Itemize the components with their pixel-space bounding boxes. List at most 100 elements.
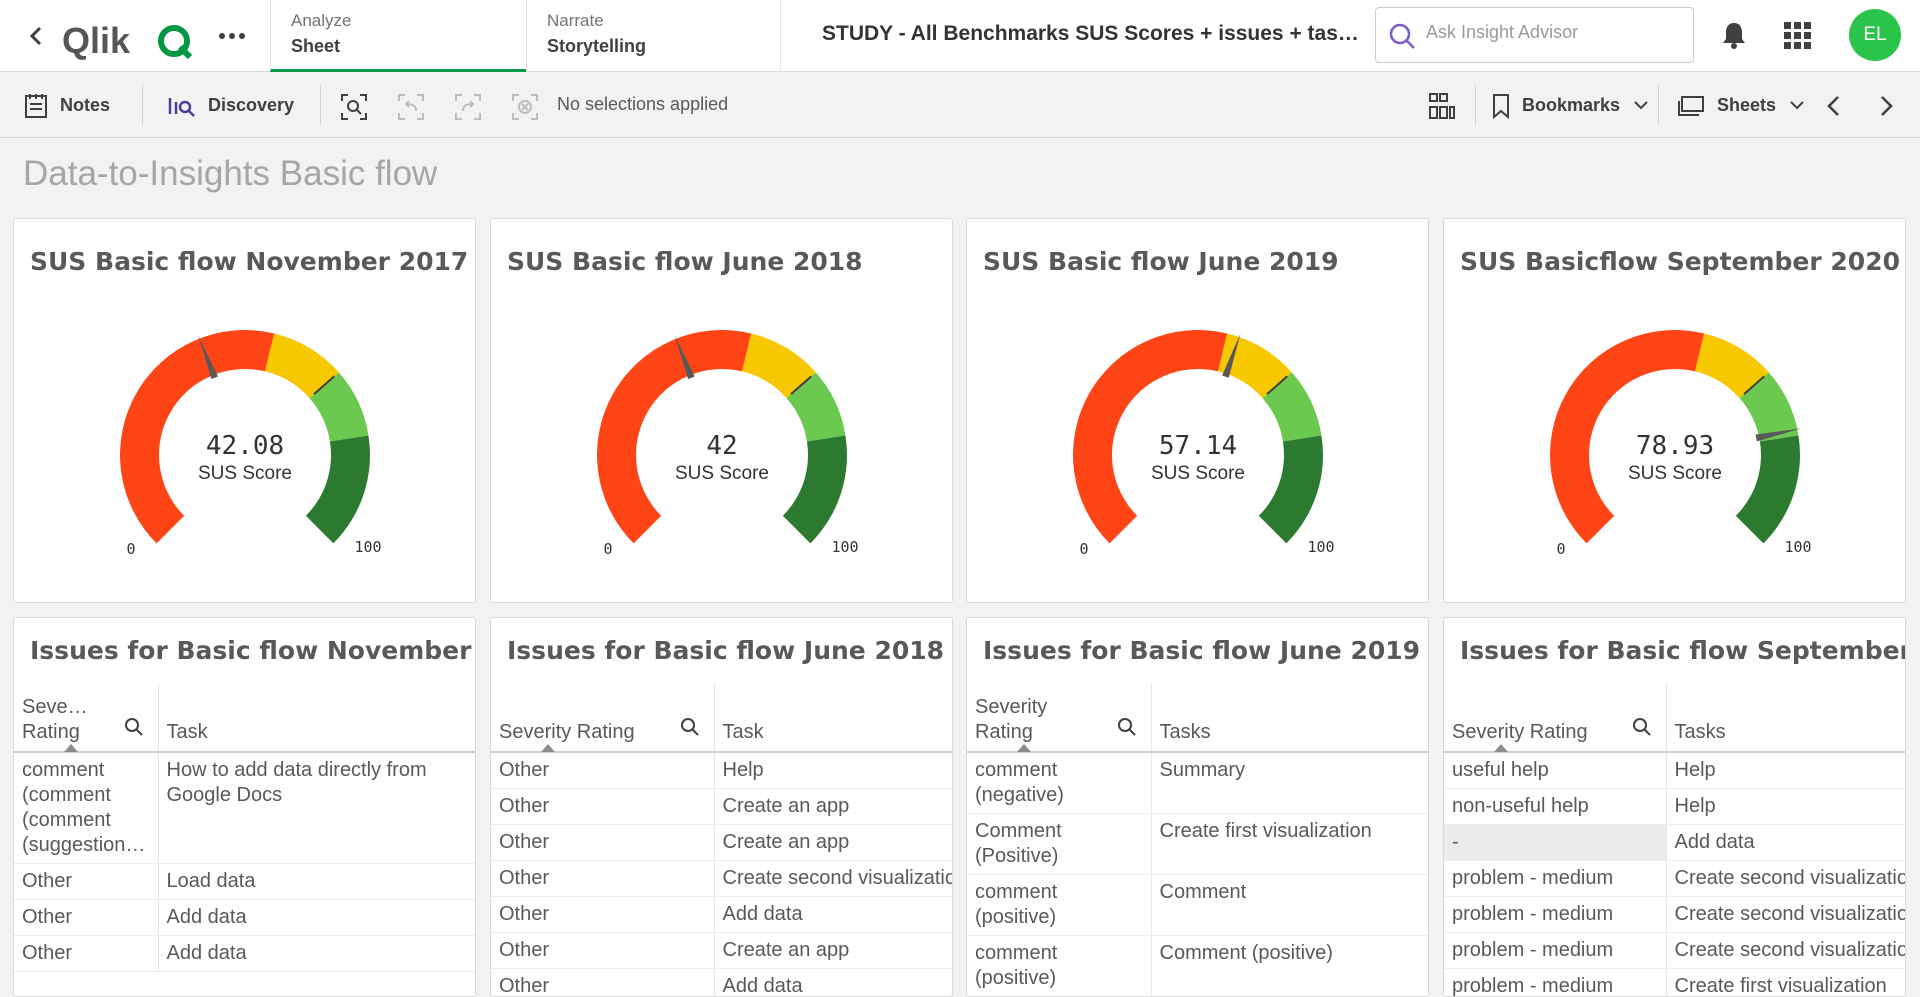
qlik-logo[interactable]: Qlik bbox=[62, 22, 194, 60]
sheet-grid-icon[interactable] bbox=[1428, 92, 1456, 120]
column-header-task[interactable]: Task bbox=[714, 684, 953, 752]
cell-severity[interactable]: Other bbox=[14, 864, 158, 900]
cell-task[interactable]: Create an app bbox=[714, 825, 953, 861]
table-row[interactable]: -Add data bbox=[1444, 825, 1906, 861]
cell-task[interactable]: How to add data directly from Google Doc… bbox=[158, 752, 476, 864]
cell-severity[interactable]: comment (comment (comment (suggestion… bbox=[14, 752, 158, 864]
sheets-button[interactable]: Sheets bbox=[1677, 73, 1804, 138]
cell-task[interactable]: Create second visualization bbox=[1666, 861, 1906, 897]
cell-severity[interactable]: Other bbox=[491, 861, 714, 897]
column-header-severity[interactable]: Severity Rating bbox=[491, 684, 714, 752]
column-header-task[interactable]: Task bbox=[158, 684, 476, 752]
next-sheet-icon[interactable] bbox=[1878, 95, 1894, 117]
cell-task[interactable]: Help bbox=[1666, 752, 1906, 789]
insight-advisor-search[interactable] bbox=[1375, 7, 1694, 63]
cell-task[interactable]: Create second visualization bbox=[714, 861, 953, 897]
notifications-bell-icon[interactable] bbox=[1720, 20, 1748, 50]
cell-severity[interactable]: problem - medium bbox=[1444, 933, 1666, 969]
column-header-task[interactable]: Tasks bbox=[1666, 684, 1906, 752]
cell-task[interactable]: Create first visualization bbox=[1151, 814, 1429, 875]
more-options-icon[interactable] bbox=[215, 24, 249, 48]
search-input[interactable] bbox=[1426, 22, 1676, 43]
cell-severity[interactable]: Comment (Positive) bbox=[967, 814, 1151, 875]
smart-search-icon[interactable] bbox=[340, 93, 368, 121]
apps-grid-icon[interactable] bbox=[1784, 22, 1812, 50]
cell-task[interactable]: Add data bbox=[158, 900, 476, 936]
notes-button[interactable]: Notes bbox=[24, 73, 110, 138]
tab-analyze-sheet[interactable]: Analyze Sheet bbox=[270, 0, 526, 72]
table-row[interactable]: comment (positive)Comment (positive) bbox=[967, 936, 1429, 997]
column-search-icon[interactable] bbox=[680, 717, 700, 737]
column-header-severity[interactable]: Severity Rating bbox=[1444, 684, 1666, 752]
tab-narrate-storytelling[interactable]: Narrate Storytelling bbox=[526, 0, 781, 72]
table-row[interactable]: Comment (Positive)Create first visualiza… bbox=[967, 814, 1429, 875]
cell-severity[interactable]: Other bbox=[491, 825, 714, 861]
cell-task[interactable]: Load data bbox=[158, 864, 476, 900]
cell-task[interactable]: Help bbox=[714, 752, 953, 789]
cell-severity[interactable]: Other bbox=[491, 752, 714, 789]
previous-sheet-icon[interactable] bbox=[1826, 95, 1842, 117]
cell-task[interactable]: Add data bbox=[1666, 825, 1906, 861]
column-header-severity[interactable]: Seve… Rating bbox=[14, 684, 158, 752]
cell-severity[interactable]: non-useful help bbox=[1444, 789, 1666, 825]
cell-severity[interactable]: Other bbox=[491, 933, 714, 969]
cell-severity[interactable]: Other bbox=[14, 936, 158, 972]
cell-task[interactable]: Create second visualization bbox=[1666, 933, 1906, 969]
cell-task[interactable]: Add data bbox=[158, 936, 476, 972]
cell-severity[interactable]: comment (positive) bbox=[967, 936, 1151, 997]
cell-task[interactable]: Comment (positive) bbox=[1151, 936, 1429, 997]
clear-selections-icon[interactable] bbox=[511, 93, 539, 121]
cell-severity[interactable]: Other bbox=[14, 900, 158, 936]
cell-severity[interactable]: Other bbox=[491, 897, 714, 933]
table-row[interactable]: comment (positive)Comment bbox=[967, 875, 1429, 936]
issues-table-card[interactable]: Issues for Basic flow September 2020Seve… bbox=[1443, 617, 1906, 997]
step-forward-icon[interactable] bbox=[454, 93, 482, 121]
cell-severity[interactable]: comment (negative) bbox=[967, 752, 1151, 814]
user-avatar[interactable]: EL bbox=[1849, 9, 1901, 61]
cell-severity[interactable]: - bbox=[1444, 825, 1666, 861]
bookmarks-button[interactable]: Bookmarks bbox=[1492, 73, 1648, 138]
back-arrow-icon[interactable] bbox=[22, 22, 50, 50]
column-header-task[interactable]: Tasks bbox=[1151, 684, 1429, 752]
cell-task[interactable]: Summary bbox=[1151, 752, 1429, 814]
step-back-icon[interactable] bbox=[397, 93, 425, 121]
cell-severity[interactable]: useful help bbox=[1444, 752, 1666, 789]
discovery-button[interactable]: Discovery bbox=[168, 73, 294, 138]
table-row[interactable]: comment (comment (comment (suggestion…Ho… bbox=[14, 752, 476, 864]
table-row[interactable]: comment (negative)Summary bbox=[967, 752, 1429, 814]
cell-task[interactable]: Create an app bbox=[714, 933, 953, 969]
cell-severity[interactable]: problem - medium bbox=[1444, 897, 1666, 933]
column-search-icon[interactable] bbox=[124, 717, 144, 737]
cell-task[interactable]: Comment bbox=[1151, 875, 1429, 936]
cell-task[interactable]: Add data bbox=[714, 897, 953, 933]
column-search-icon[interactable] bbox=[1117, 717, 1137, 737]
cell-task[interactable]: Help bbox=[1666, 789, 1906, 825]
cell-task[interactable]: Create second visualization bbox=[1666, 897, 1906, 933]
column-search-icon[interactable] bbox=[1632, 717, 1652, 737]
cell-task[interactable]: Create an app bbox=[714, 789, 953, 825]
cell-severity[interactable]: problem - medium bbox=[1444, 861, 1666, 897]
cell-severity[interactable]: comment (positive) bbox=[967, 875, 1151, 936]
issues-table-card[interactable]: Issues for Basic flow November 2017Seve…… bbox=[13, 617, 476, 997]
cell-severity[interactable]: Other bbox=[491, 789, 714, 825]
column-header-severity[interactable]: Severity Rating bbox=[967, 684, 1151, 752]
